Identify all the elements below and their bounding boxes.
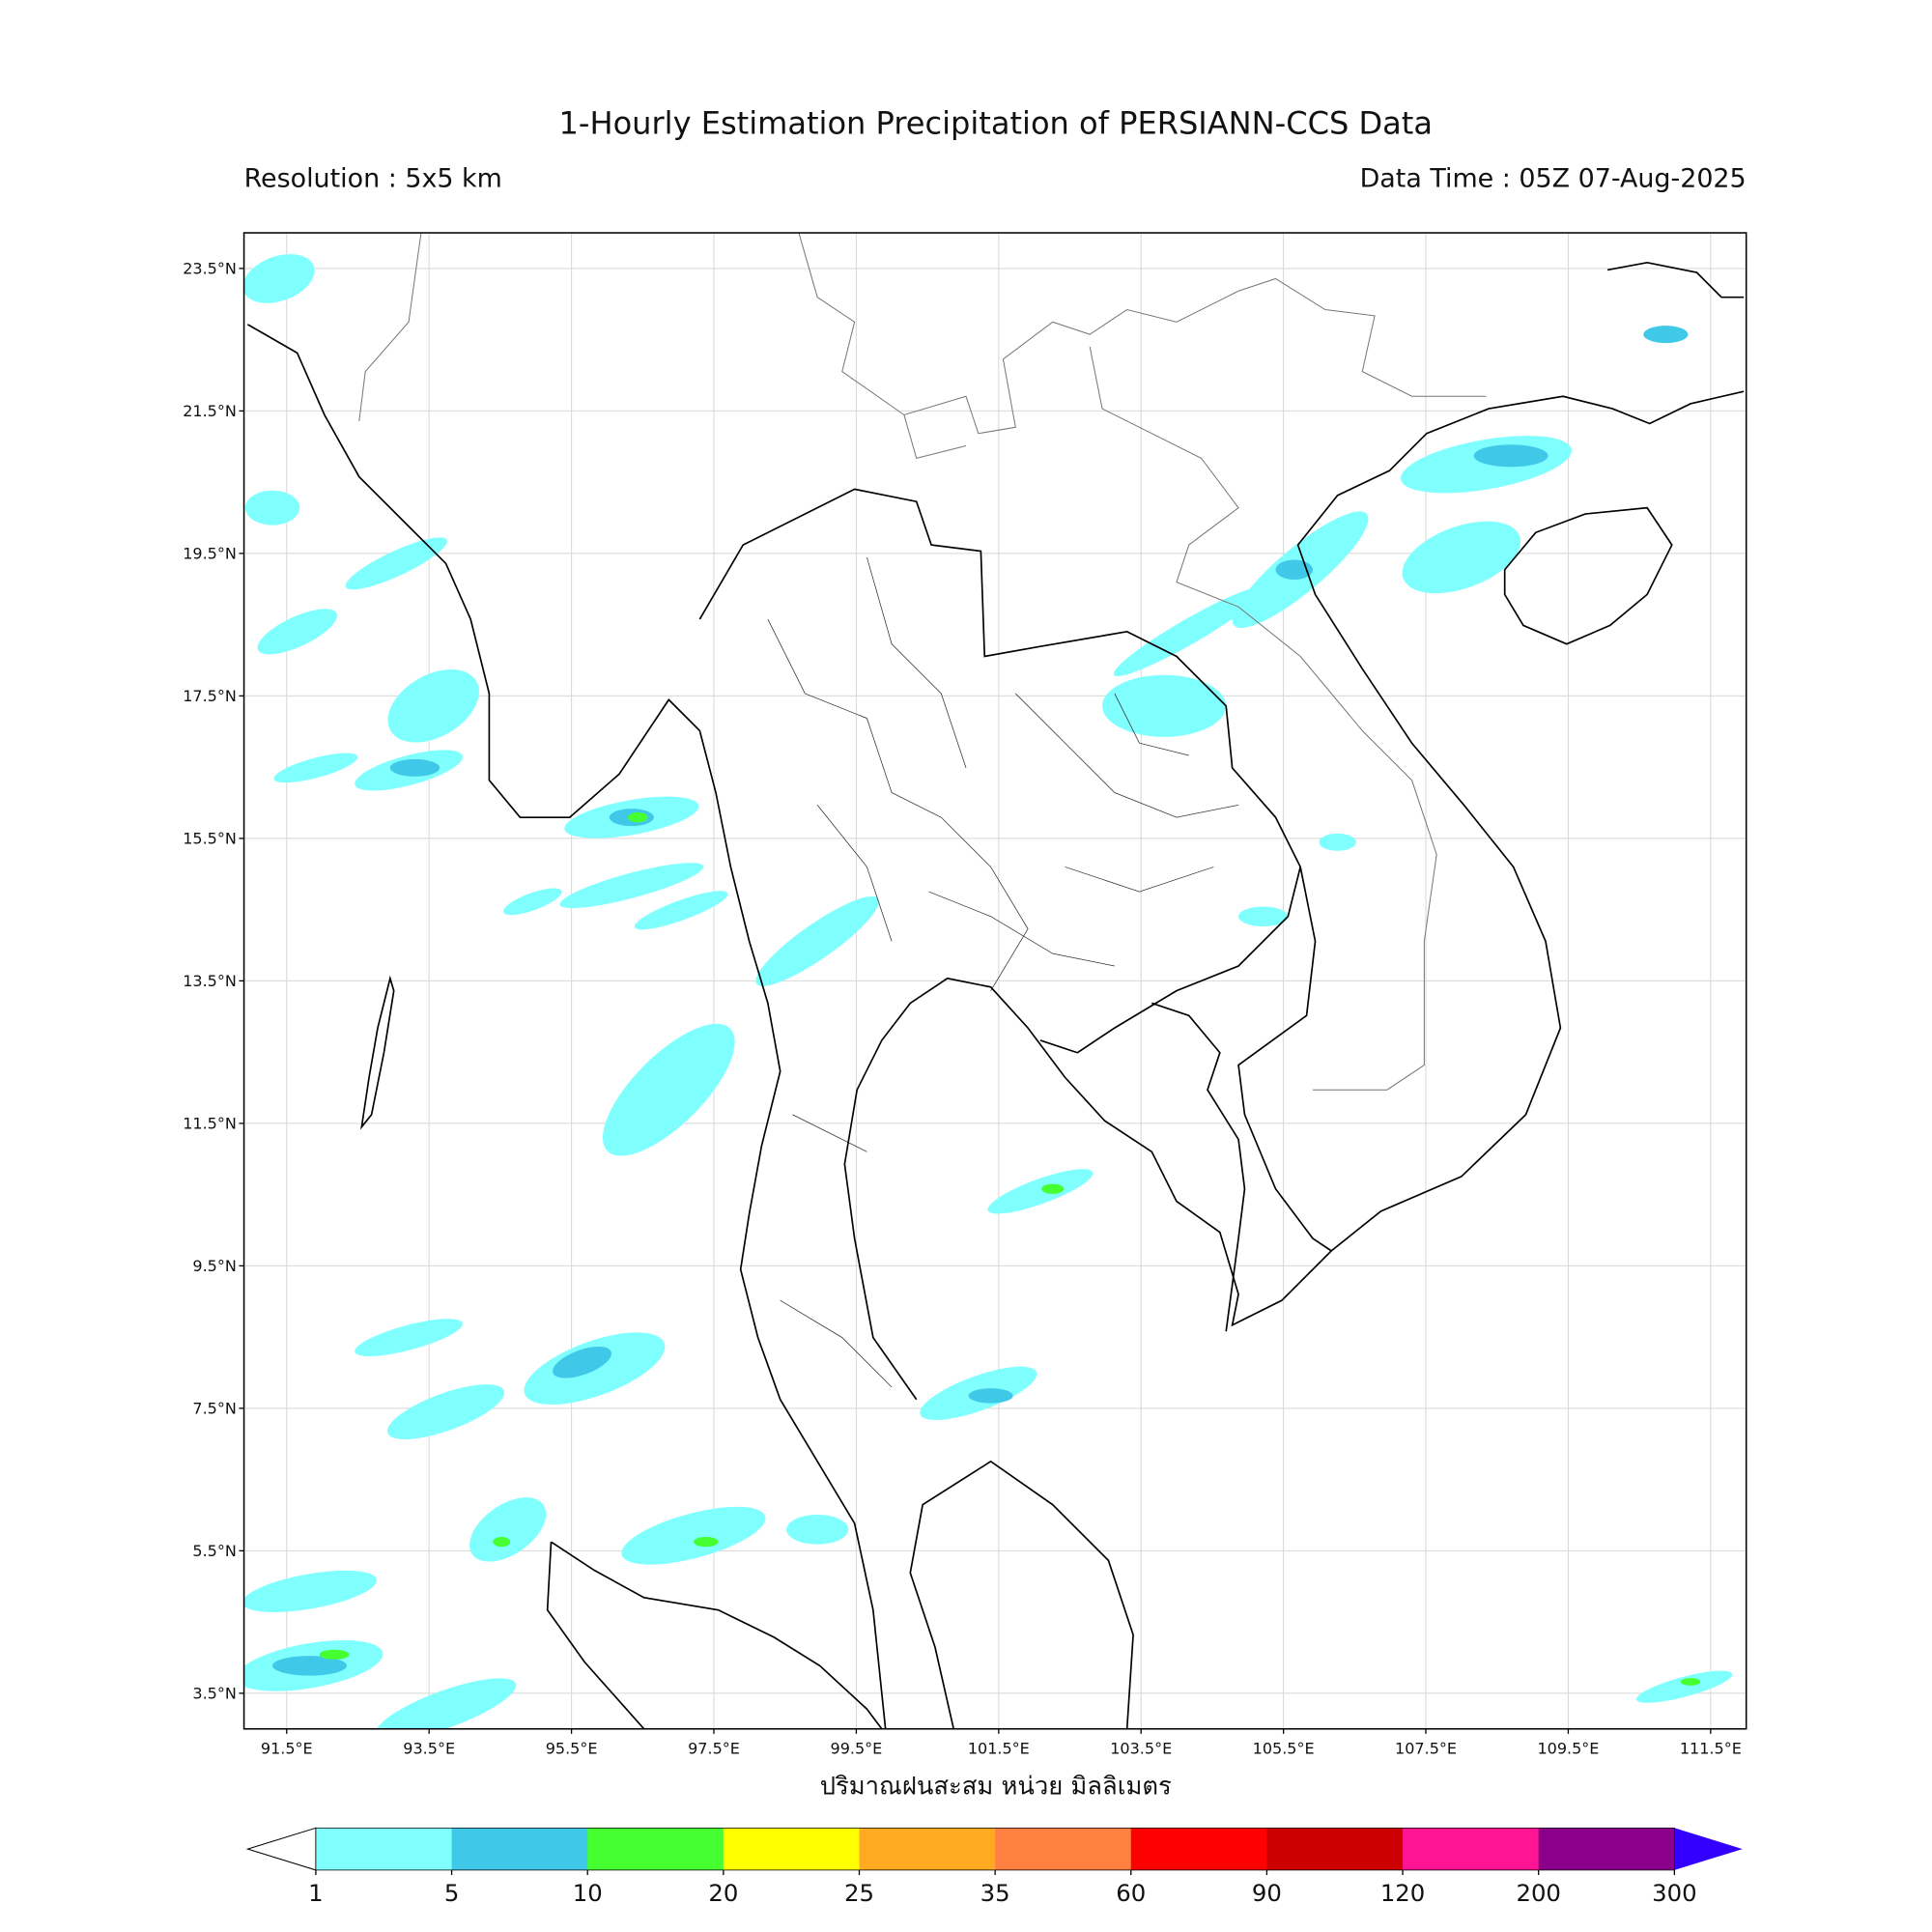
colorbar-segment	[1538, 1828, 1675, 1870]
rain-field	[243, 254, 1733, 1729]
lat-tick-label: 19.5°N	[183, 545, 237, 563]
province-lines	[767, 556, 1239, 1388]
coastline	[246, 324, 887, 1729]
lat-tick-label: 9.5°N	[192, 1257, 236, 1275]
lat-tick-label: 7.5°N	[192, 1400, 236, 1418]
colorbar-segment	[451, 1828, 588, 1870]
colorbar-label: 20	[708, 1879, 738, 1907]
coastline	[360, 975, 1246, 1332]
colorbar-segment	[1403, 1828, 1540, 1870]
colorbar-segment	[1266, 1828, 1404, 1870]
axis-labels: 23.5°N 21.5°N 19.5°N 17.5°N 15.5°N 13.5°N 11.5…	[183, 260, 1742, 1758]
title: 1-Hourly Estimation Precipitation of PER…	[559, 104, 1433, 141]
coastline	[546, 1541, 883, 1729]
colorbar-label: 200	[1516, 1879, 1560, 1907]
resolution: Resolution : 5x5 km	[244, 164, 502, 194]
colorbar-segment	[723, 1828, 861, 1870]
colorbar-under	[245, 1827, 317, 1871]
lon-tick-label: 105.5°E	[1253, 1739, 1315, 1757]
lat-tick-label: 5.5°N	[192, 1542, 236, 1560]
lon-tick-label: 99.5°E	[831, 1739, 883, 1757]
lat-tick-label: 15.5°N	[183, 830, 237, 848]
colorbar-label: 35	[980, 1879, 1010, 1907]
lon-tick-label: 109.5°E	[1537, 1739, 1599, 1757]
lat-tick-label: 23.5°N	[183, 260, 237, 278]
colorbar-segment	[587, 1828, 724, 1870]
lat-tick-label: 21.5°N	[183, 402, 237, 420]
x-axis-label: ปริมาณฝนสะสม หน่วย มิลลิเมตร	[820, 1773, 1172, 1802]
lon-tick-label: 97.5°E	[688, 1739, 740, 1757]
lon-tick-label: 95.5°E	[546, 1739, 598, 1757]
thai-border	[698, 488, 1302, 1054]
colorbar: 1 5 10 20 25 35 60 90 120 200 300	[245, 1827, 1743, 1907]
lon-tick-label: 103.5°E	[1110, 1739, 1172, 1757]
rain-light	[243, 254, 1733, 1729]
map-lines	[246, 233, 1745, 1729]
colorbar-label: 120	[1380, 1879, 1425, 1907]
data-time: Data Time : 05Z 07-Aug-2025	[1360, 164, 1747, 194]
colorbar-segment	[995, 1828, 1132, 1870]
colorbar-label: 60	[1116, 1879, 1146, 1907]
colorbar-segment	[1130, 1828, 1268, 1870]
lon-tick-label: 111.5°E	[1680, 1739, 1742, 1757]
colorbar-label: 25	[844, 1879, 874, 1907]
lon-tick-label: 93.5°E	[403, 1739, 455, 1757]
lon-tick-label: 101.5°E	[968, 1739, 1030, 1757]
lon-tick-label: 107.5°E	[1395, 1739, 1457, 1757]
colorbar-segment	[859, 1828, 996, 1870]
coastline	[843, 390, 1745, 1729]
rain-heavy	[319, 812, 1701, 1686]
colorbar-label: 5	[444, 1879, 460, 1907]
colorbar-segment	[315, 1828, 453, 1870]
rain-moderate	[272, 326, 1689, 1676]
lat-tick-label: 13.5°N	[183, 972, 237, 990]
colorbar-label: 90	[1252, 1879, 1282, 1907]
colorbar-label: 300	[1652, 1879, 1696, 1907]
coastline	[1503, 261, 1745, 645]
colorbar-over	[1674, 1828, 1743, 1870]
lat-tick-label: 17.5°N	[183, 687, 237, 705]
international-border	[358, 233, 1487, 1091]
colorbar-label: 10	[573, 1879, 603, 1907]
colorbar-label: 1	[308, 1879, 324, 1907]
lat-tick-label: 11.5°N	[183, 1115, 237, 1133]
lat-tick-label: 3.5°N	[192, 1685, 236, 1703]
cambodia-border	[1237, 867, 1332, 1252]
lon-tick-label: 91.5°E	[261, 1739, 313, 1757]
